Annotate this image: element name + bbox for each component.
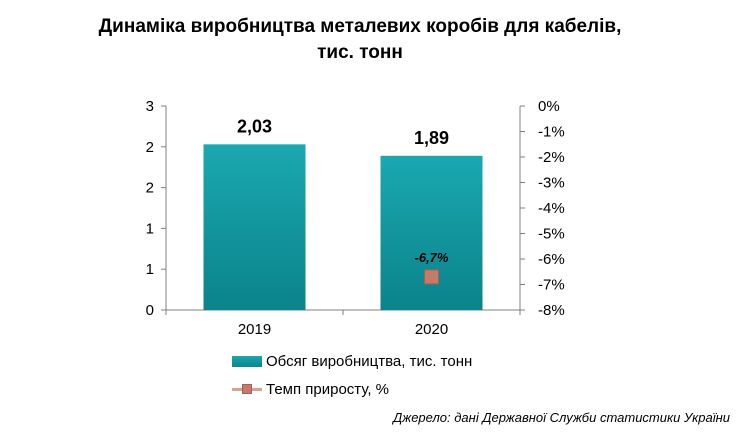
x-tick-label: 2019 bbox=[238, 321, 271, 338]
legend-label-growth: Темп приросту, % bbox=[266, 380, 390, 398]
legend-swatch-growth bbox=[232, 383, 262, 395]
growth-data-label: -6,7% bbox=[415, 250, 449, 265]
y-right-tick-label: -2% bbox=[538, 149, 565, 166]
y-right-tick-label: -1% bbox=[538, 124, 565, 141]
y-left-tick-label: 1 bbox=[146, 261, 154, 278]
y-right-tick-label: -7% bbox=[538, 277, 565, 294]
legend-label-volume: Обсяг виробництва, тис. тонн bbox=[266, 352, 473, 370]
y-left-tick-label: 2 bbox=[146, 180, 154, 197]
y-right-tick-label: -4% bbox=[538, 200, 565, 217]
y-right-tick-label: -5% bbox=[538, 226, 565, 243]
y-right-tick-label: 0% bbox=[538, 98, 560, 115]
bar bbox=[380, 155, 483, 310]
growth-point bbox=[424, 269, 439, 285]
x-tick-label: 2020 bbox=[415, 321, 448, 338]
source-note: Джерело: дані Державної Служби статистик… bbox=[393, 410, 730, 425]
y-right-tick-label: -3% bbox=[538, 175, 565, 192]
bar-data-label: 2,03 bbox=[237, 116, 272, 136]
bar-data-label: 1,89 bbox=[414, 128, 449, 148]
chart-title: Динаміка виробництва металевих коробів д… bbox=[0, 14, 720, 66]
chart-title-line-1: Динаміка виробництва металевих коробів д… bbox=[98, 16, 622, 37]
y-left-tick-label: 0 bbox=[146, 302, 154, 319]
y-left-tick-label: 3 bbox=[146, 98, 154, 115]
y-right-tick-label: -6% bbox=[538, 251, 565, 268]
y-right-tick-label: -8% bbox=[538, 302, 565, 319]
bar bbox=[203, 144, 306, 310]
legend-item-growth: Темп приросту, % bbox=[232, 379, 389, 399]
y-left-tick-label: 2 bbox=[146, 139, 154, 156]
chart-title-line-2: тис. тонн bbox=[317, 42, 403, 63]
y-left-tick-label: 1 bbox=[146, 220, 154, 237]
legend-item-volume: Обсяг виробництва, тис. тонн bbox=[232, 351, 472, 371]
legend-swatch-volume bbox=[232, 355, 262, 367]
